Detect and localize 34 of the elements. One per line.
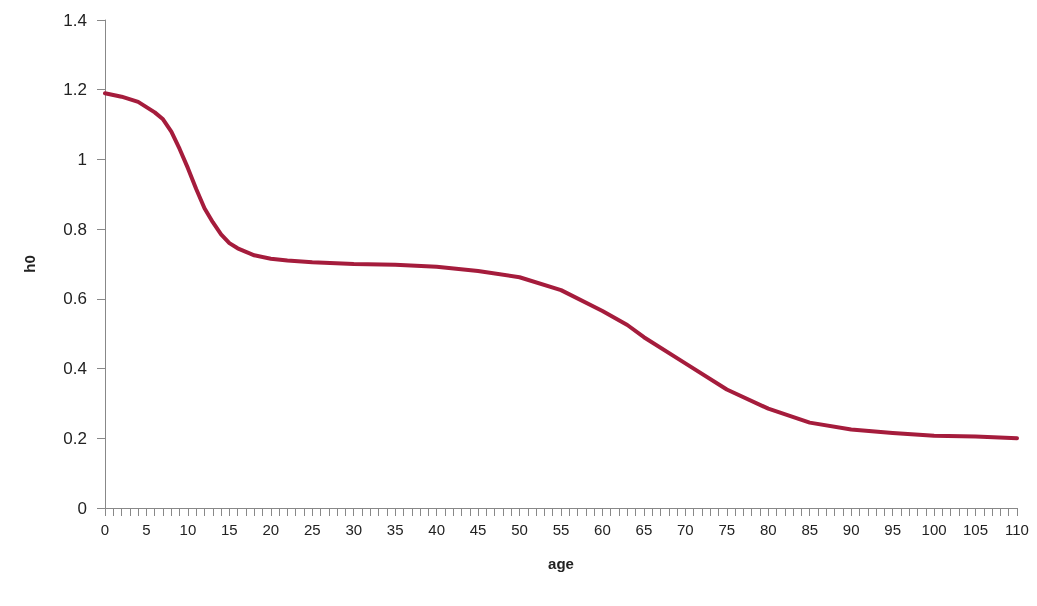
y-axis-title: h0 [21, 255, 38, 273]
x-tick-label: 80 [759, 521, 777, 538]
y-tick-label: 0 [77, 498, 87, 518]
x-tick-label: 90 [842, 521, 860, 538]
x-tick-label: 105 [963, 521, 989, 538]
x-tick-label: 100 [921, 521, 947, 538]
y-tick-label: 1.2 [63, 80, 87, 100]
x-tick-label: 25 [303, 521, 321, 538]
x-tick-label: 10 [179, 521, 197, 538]
x-tick-label: 40 [428, 521, 445, 538]
x-tick-label: 35 [386, 521, 404, 538]
x-tick-label: 50 [511, 521, 528, 538]
line-series [103, 91, 1019, 441]
x-axis-title: age [548, 555, 574, 572]
y-tick-label: 1 [77, 149, 87, 169]
x-tick-label: 5 [142, 521, 151, 538]
x-tick-label: 30 [345, 521, 363, 538]
y-tick-label: 0.2 [63, 428, 87, 448]
x-tick-label: 65 [635, 521, 653, 538]
x-tick-label: 55 [552, 521, 570, 538]
y-tick-label: 1.4 [63, 10, 87, 30]
x-tick-label: 70 [677, 521, 694, 538]
x-tick-label: 95 [884, 521, 901, 538]
x-tick-label: 60 [594, 521, 611, 538]
x-tick-label: 85 [801, 521, 819, 538]
y-tick-label: 0.6 [63, 289, 87, 309]
x-tick-label: 110 [1005, 521, 1029, 538]
x-tick-label: 75 [718, 521, 736, 538]
y-tick-label: 0.8 [63, 219, 87, 239]
x-tick-label: 0 [100, 521, 110, 538]
x-tick-label: 45 [469, 521, 487, 538]
x-tick-label: 15 [221, 521, 238, 538]
x-tick-label: 20 [262, 521, 280, 538]
y-tick-label: 0.4 [63, 359, 87, 379]
